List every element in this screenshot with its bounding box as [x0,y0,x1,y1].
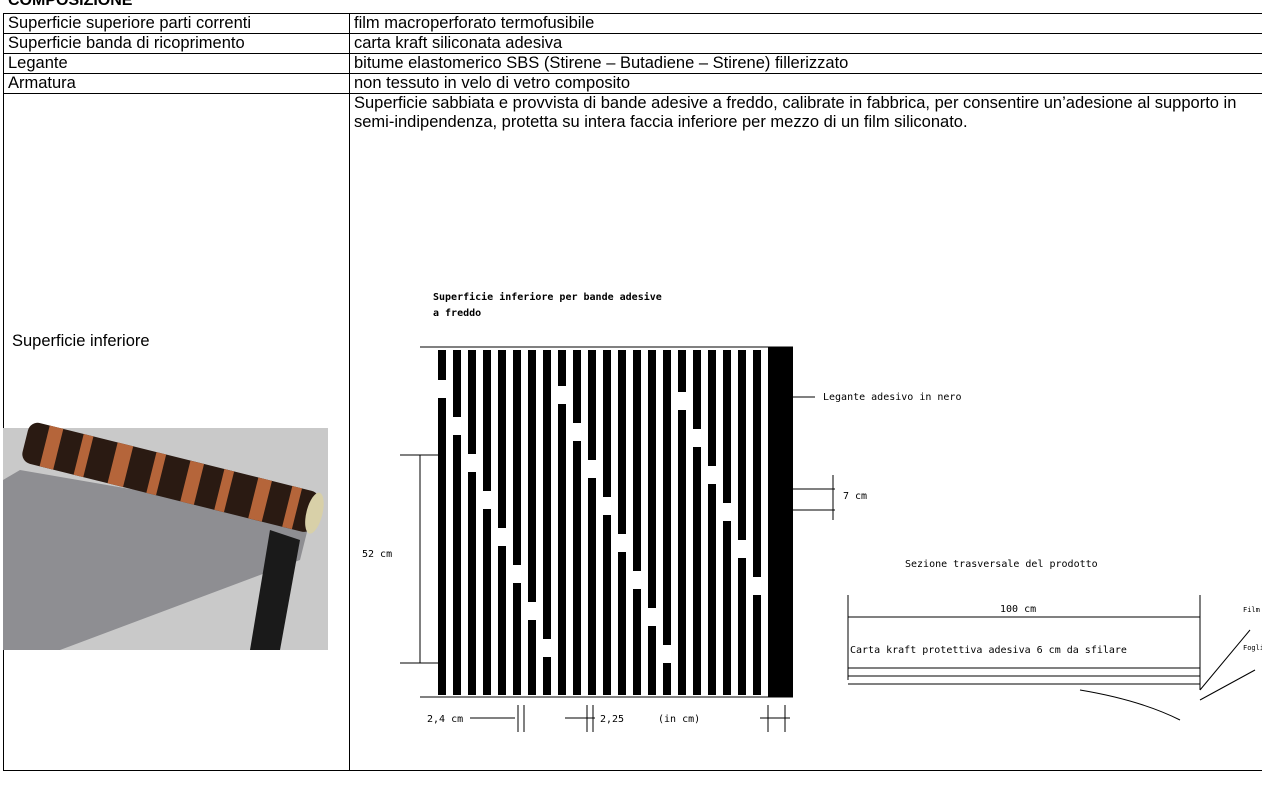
stripe [753,350,761,577]
stripe [558,350,566,386]
section-title: COMPOSIZIONE [8,0,133,9]
diagram-label: Foglio [1243,644,1262,652]
stripe [453,350,461,417]
stripe [618,350,626,534]
stripe [498,546,506,695]
stripe [573,350,581,423]
stripe [723,521,731,695]
diagram-label: Carta kraft protettiva adesiva 6 cm da s… [850,645,1127,656]
diagram-label: 2,4 cm [427,714,463,725]
stripe [468,350,476,454]
diagram-label: (in cm) [658,714,700,725]
stripe [603,515,611,695]
stripe [708,484,716,695]
stripe [678,350,686,392]
diagram-label: Legante adesivo in nero [823,392,961,403]
stripe [513,583,521,695]
stripe [648,626,656,695]
stripe [663,663,671,695]
diagram-label: Superficie inferiore per bande adesive [433,291,662,303]
stripe [708,350,716,466]
stripe [738,558,746,695]
stripe [483,350,491,491]
stripe [723,350,731,503]
stripe [513,350,521,565]
stripe [468,472,476,695]
stripe [678,410,686,695]
diagram-label: 100 cm [1000,604,1036,615]
stripe [588,478,596,695]
stripe [693,447,701,695]
diagram-label: a freddo [433,308,481,319]
stripe [753,595,761,695]
stripe [693,350,701,429]
stripe [573,441,581,695]
stripe [498,350,506,528]
stripe [528,620,536,695]
diagram-label: 52 cm [362,549,392,560]
stripe [438,398,446,695]
stripe [528,350,536,602]
diagram-label: 2,25 [600,714,624,725]
stripe [483,509,491,695]
cell: bitume elastomerico SBS (Stirene – Butad… [349,53,1262,74]
product-photo [3,422,328,650]
diagram-label: Sezione trasversale del prodotto [905,559,1098,570]
composition-table: Superficie superiore parti correnti film … [3,13,1262,771]
cell-text: Superficie inferiore [12,332,150,350]
stripe [453,435,461,695]
stripe [633,589,641,695]
stripe [618,552,626,695]
diagram-label: Film [1243,606,1260,614]
stripe [558,404,566,695]
stripe [543,350,551,639]
stripe [663,350,671,645]
stripe [603,350,611,497]
stripe [768,347,793,697]
stripe [543,657,551,695]
diagram-label: 7 cm [843,491,867,502]
diagram-labels: Superficie inferiore per bande adesive a… [362,291,1262,725]
stripe [738,350,746,540]
stripe [438,350,446,380]
stripe [648,350,656,608]
stripe [633,350,641,571]
strip-diagram [400,346,1256,732]
stripe [588,350,596,460]
cell-text: Superficie sabbiata e provvista di bande… [354,94,1237,131]
